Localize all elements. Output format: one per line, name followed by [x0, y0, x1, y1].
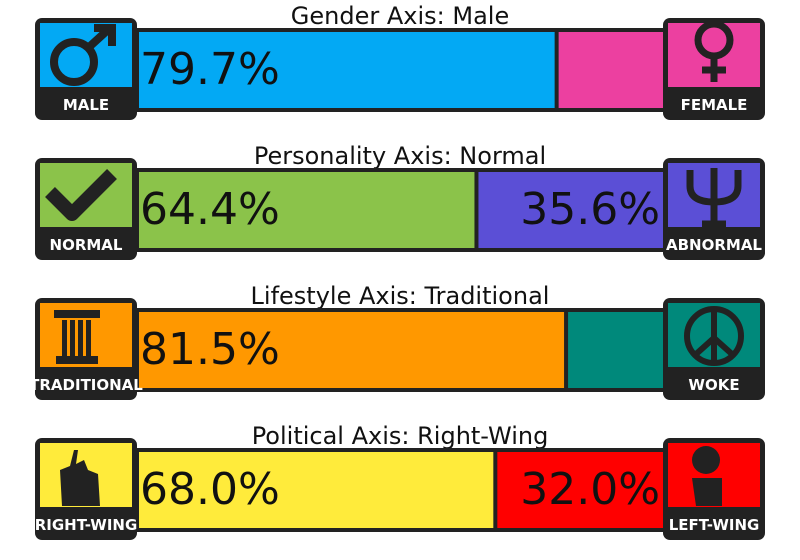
icon-label: ABNORMAL	[666, 236, 762, 254]
icon-label: FEMALE	[681, 96, 748, 114]
icon-shape	[50, 38, 98, 86]
icon-shape	[62, 320, 67, 356]
icon-shape	[702, 56, 726, 82]
icon-shape	[70, 320, 75, 356]
icon-shape	[60, 450, 100, 506]
icon-shape	[78, 320, 83, 356]
icon-shape	[692, 478, 722, 506]
left-bar	[139, 32, 555, 108]
icon-label: MALE	[63, 96, 109, 114]
icon-shape	[45, 169, 117, 221]
right-bar	[497, 452, 663, 528]
right-percent: 32.0%	[520, 464, 660, 515]
icon-label: WOKE	[688, 376, 739, 394]
right-bar	[568, 312, 663, 388]
axis-row: Political Axis: Right-Wing 68.0% 32.0% RIGH…	[35, 422, 765, 540]
icon-label: NORMAL	[50, 236, 123, 254]
right-percent: 35.6%	[520, 184, 660, 235]
left-percent: 81.5%	[140, 324, 280, 375]
icon-shape	[54, 310, 100, 318]
left-bar	[139, 312, 565, 388]
icon-label: LEFT-WING	[669, 516, 760, 534]
icon-shape	[85, 24, 116, 51]
left-percent: 68.0%	[140, 464, 280, 515]
left-bar	[139, 172, 475, 248]
icon-shape	[692, 309, 736, 363]
icon-label: TRADITIONAL	[29, 376, 143, 394]
axis-row: Personality Axis: Normal 64.4% 35.6% NORMAL…	[35, 142, 765, 260]
right-bar	[558, 32, 663, 108]
left-bar	[139, 452, 494, 528]
axis-row: Gender Axis: Male 79.7% MALE FEMALE	[35, 2, 765, 120]
icon-label: RIGHT-WING	[35, 516, 138, 534]
left-percent: 79.7%	[140, 44, 280, 95]
axis-title: Lifestyle Axis: Traditional	[251, 282, 550, 310]
icon-shape	[692, 446, 720, 474]
right-bar	[478, 172, 663, 248]
icon-shape	[686, 168, 742, 228]
icon-shape	[86, 320, 91, 356]
axis-title: Political Axis: Right-Wing	[252, 422, 549, 450]
left-percent: 64.4%	[140, 184, 280, 235]
axis-title: Personality Axis: Normal	[254, 142, 546, 170]
axis-row: Lifestyle Axis: Traditional 81.5%TRADITIO…	[29, 282, 765, 400]
icon-shape	[56, 356, 98, 364]
axis-title: Gender Axis: Male	[291, 2, 509, 30]
